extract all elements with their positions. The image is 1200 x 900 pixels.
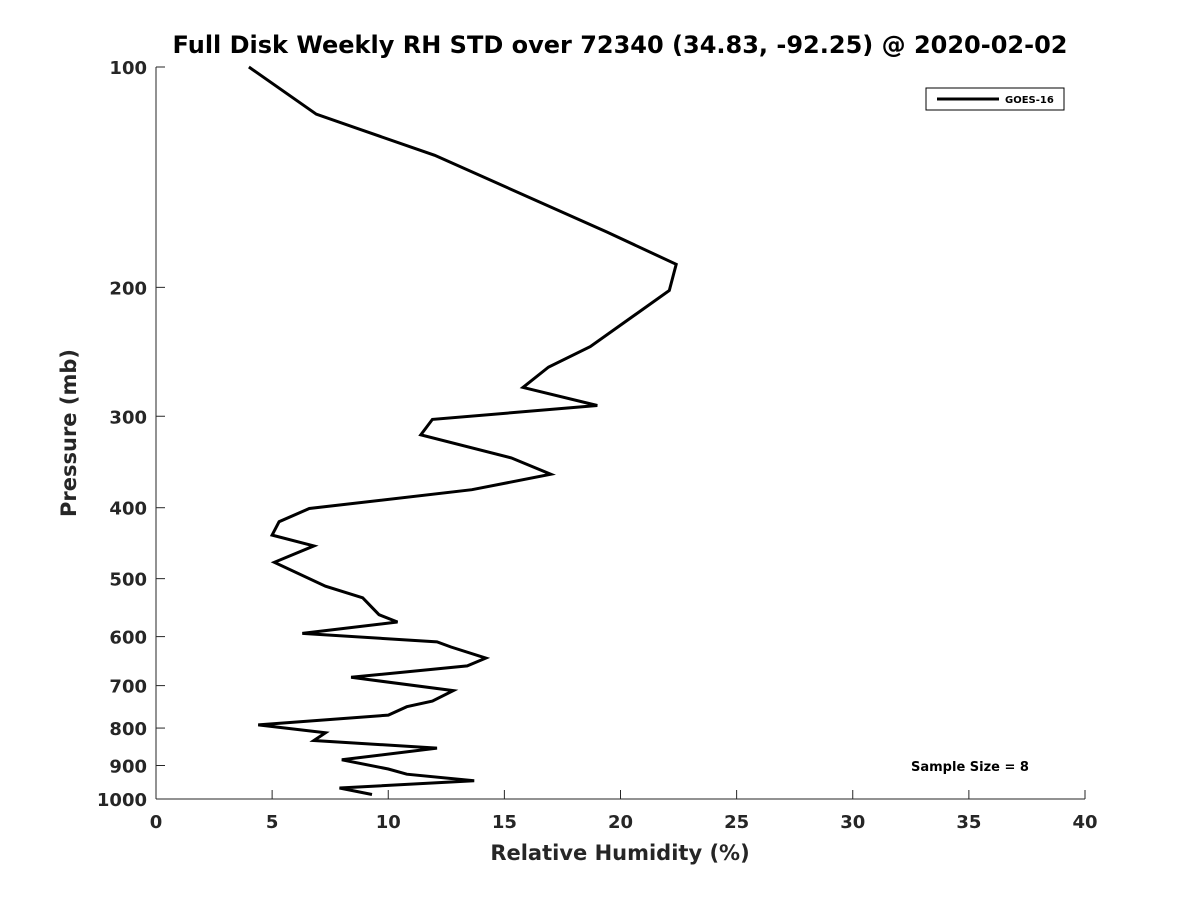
y-tick-label: 1000 [97,790,147,811]
y-axis-ticks: 100 200 300 400 500 600 700 800 900 1000 [97,58,165,811]
x-axis-ticks: 0 5 10 15 20 25 30 35 40 [150,790,1098,833]
x-tick-label: 30 [840,812,865,833]
series-line-goes-16 [248,65,678,796]
y-tick-label: 700 [109,677,147,698]
y-tick-label: 200 [109,278,147,299]
sample-size-annotation: Sample Size = 8 [911,760,1029,775]
chart-title: Full Disk Weekly RH STD over 72340 (34.8… [173,31,1068,59]
series-lines [248,65,678,796]
legend-label-goes-16: GOES-16 [1005,95,1054,106]
y-tick-label: 600 [109,628,147,649]
y-tick-label: 100 [109,58,147,79]
y-axis-title: Pressure (mb) [57,349,81,517]
y-tick-label: 400 [109,499,147,520]
x-tick-label: 10 [376,812,401,833]
y-tick-label: 900 [109,757,147,778]
x-axis-title: Relative Humidity (%) [490,841,749,865]
x-tick-label: 0 [150,812,163,833]
x-tick-label: 25 [724,812,749,833]
y-tick-label: 500 [109,570,147,591]
x-tick-label: 40 [1072,812,1097,833]
legend: GOES-16 [925,87,1065,111]
x-tick-label: 15 [492,812,517,833]
y-tick-label: 300 [109,407,147,428]
x-tick-label: 5 [266,812,279,833]
y-tick-label: 800 [109,719,147,740]
x-tick-label: 20 [608,812,633,833]
x-tick-label: 35 [956,812,981,833]
